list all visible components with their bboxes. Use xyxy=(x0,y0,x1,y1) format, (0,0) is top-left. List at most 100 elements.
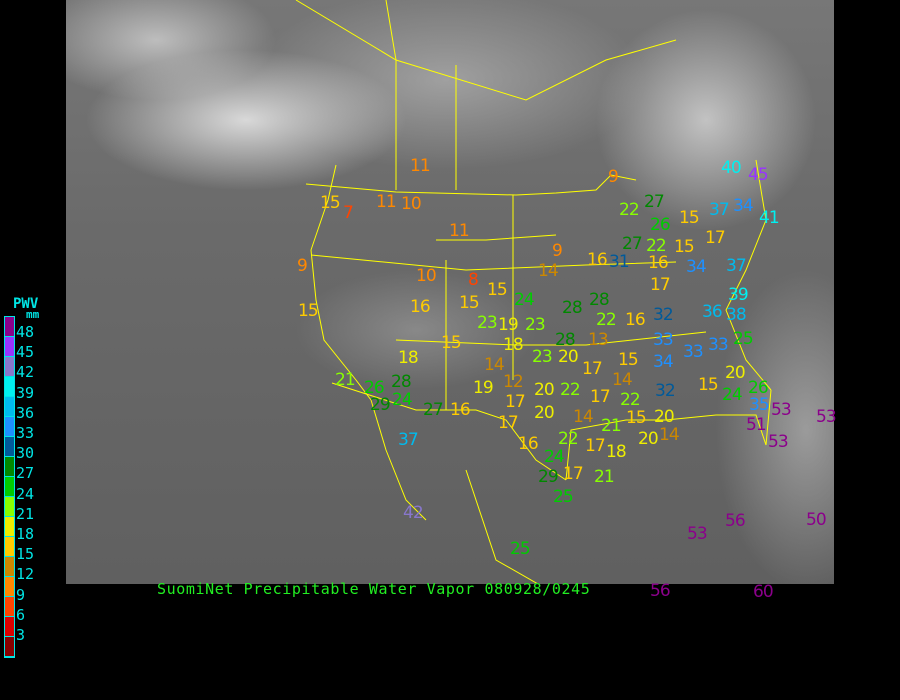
legend-swatch xyxy=(5,437,14,457)
station-pwv-value: 15 xyxy=(674,237,695,257)
station-pwv-value: 41 xyxy=(759,208,780,228)
station-pwv-value: 53 xyxy=(816,407,837,427)
station-pwv-value: 25 xyxy=(510,539,531,559)
station-pwv-value: 22 xyxy=(558,429,579,449)
station-pwv-value: 15 xyxy=(487,280,508,300)
legend-tick-label: 45 xyxy=(16,343,35,362)
station-pwv-value: 28 xyxy=(589,290,610,310)
station-pwv-value: 26 xyxy=(650,215,671,235)
station-pwv-value: 25 xyxy=(733,329,754,349)
legend-tick-label: 30 xyxy=(16,444,35,463)
legend-tick-label: 21 xyxy=(16,504,35,523)
station-pwv-value: 13 xyxy=(588,330,609,350)
station-pwv-value: 14 xyxy=(538,261,559,281)
station-pwv-value: 28 xyxy=(391,372,412,392)
legend-swatch xyxy=(5,477,14,497)
station-pwv-value: 20 xyxy=(534,380,555,400)
west-coast xyxy=(310,164,372,401)
legend-tick-label: 3 xyxy=(16,626,26,644)
station-pwv-value: 56 xyxy=(725,511,746,531)
map-title: SuomiNet Precipitable Water Vapor 080928… xyxy=(157,580,591,598)
station-pwv-value: 15 xyxy=(441,333,462,353)
station-pwv-value: 17 xyxy=(563,464,584,484)
station-pwv-value: 14 xyxy=(484,355,505,375)
station-pwv-value: 53 xyxy=(771,400,792,420)
legend-swatch xyxy=(5,617,14,637)
station-pwv-value: 17 xyxy=(585,436,606,456)
station-pwv-value: 20 xyxy=(534,403,555,423)
state-line-2 xyxy=(395,331,707,346)
station-pwv-value: 19 xyxy=(498,315,519,335)
station-pwv-value: 17 xyxy=(498,413,519,433)
boundary-lines xyxy=(295,0,772,584)
canada-province-line-1 xyxy=(385,0,397,190)
station-pwv-value: 16 xyxy=(625,310,646,330)
station-pwv-value: 7 xyxy=(343,203,354,223)
station-pwv-value: 9 xyxy=(608,167,619,187)
station-pwv-value: 15 xyxy=(618,350,639,370)
station-pwv-value: 15 xyxy=(679,208,700,228)
station-pwv-value: 17 xyxy=(582,359,603,379)
legend-tick-label: 9 xyxy=(16,585,26,604)
legend-tick-label: 24 xyxy=(16,484,35,503)
station-pwv-value: 27 xyxy=(622,234,643,254)
station-pwv-value: 26 xyxy=(748,378,769,398)
station-pwv-value: 20 xyxy=(654,407,675,427)
station-pwv-value: 21 xyxy=(335,370,356,390)
station-pwv-value: 23 xyxy=(477,313,498,333)
station-pwv-value: 15 xyxy=(298,301,319,321)
station-pwv-value: 53 xyxy=(768,432,789,452)
station-pwv-value: 23 xyxy=(532,347,553,367)
station-pwv-value: 22 xyxy=(596,310,617,330)
station-pwv-value: 9 xyxy=(552,241,563,261)
station-pwv-value: 24 xyxy=(722,385,743,405)
legend-swatch xyxy=(5,337,14,357)
legend-swatch xyxy=(5,397,14,417)
station-pwv-value: 18 xyxy=(606,442,627,462)
station-pwv-value: 12 xyxy=(503,372,524,392)
station-pwv-value: 20 xyxy=(638,429,659,449)
legend-swatch xyxy=(5,517,14,537)
station-pwv-value: 8 xyxy=(468,270,479,290)
station-pwv-value: 11 xyxy=(410,156,431,176)
station-pwv-value: 40 xyxy=(721,158,742,178)
station-pwv-value: 14 xyxy=(659,425,680,445)
legend-swatch xyxy=(5,357,14,377)
mexico-coast xyxy=(465,469,540,584)
state-line-3 xyxy=(436,234,557,241)
station-pwv-value: 20 xyxy=(558,347,579,367)
station-pwv-value: 32 xyxy=(653,305,674,325)
station-pwv-value: 32 xyxy=(655,381,676,401)
station-pwv-value: 56 xyxy=(650,581,671,601)
station-pwv-value: 27 xyxy=(423,400,444,420)
legend-tick-label: 18 xyxy=(16,525,35,543)
station-pwv-value: 15 xyxy=(626,408,647,428)
legend-tick-label: 12 xyxy=(16,565,35,584)
station-pwv-value: 20 xyxy=(725,363,746,383)
legend-tick-label: 15 xyxy=(16,545,35,564)
station-pwv-value: 22 xyxy=(560,380,581,400)
station-pwv-value: 10 xyxy=(401,194,422,214)
station-pwv-value: 22 xyxy=(620,390,641,410)
station-pwv-value: 33 xyxy=(683,342,704,362)
station-pwv-value: 28 xyxy=(555,330,576,350)
station-pwv-value: 33 xyxy=(708,335,729,355)
station-pwv-value: 15 xyxy=(320,193,341,213)
legend-heading: PWV xyxy=(13,296,39,312)
legend-tick-label: 33 xyxy=(16,424,35,442)
station-pwv-value: 18 xyxy=(398,348,419,368)
legend-color-bar xyxy=(4,316,15,658)
station-pwv-value: 36 xyxy=(702,302,723,322)
station-pwv-value: 42 xyxy=(403,503,424,523)
station-pwv-value: 33 xyxy=(653,330,674,350)
legend-tick-label: 42 xyxy=(16,363,35,382)
station-pwv-value: 35 xyxy=(749,395,770,415)
station-pwv-value: 19 xyxy=(473,378,494,398)
baja-coast xyxy=(370,399,427,521)
station-pwv-value: 50 xyxy=(806,510,827,530)
station-pwv-value: 60 xyxy=(753,582,774,602)
station-pwv-value: 53 xyxy=(687,524,708,544)
state-line-1 xyxy=(310,254,677,271)
station-pwv-value: 26 xyxy=(364,378,385,398)
